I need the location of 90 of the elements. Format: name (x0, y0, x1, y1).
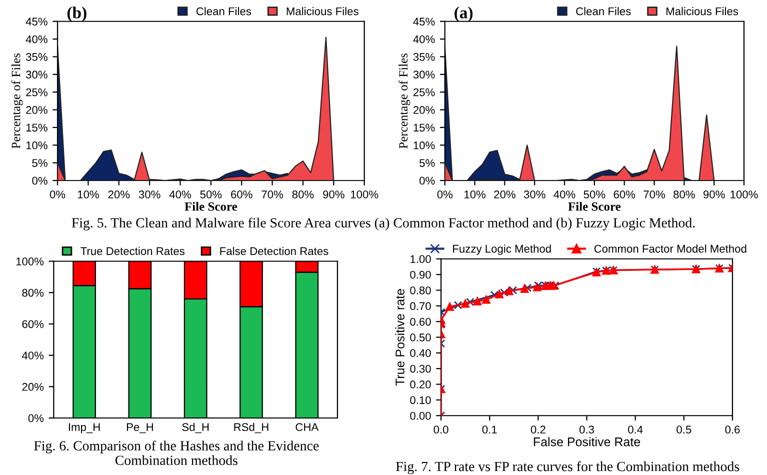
x-tick-label: 0% (50, 190, 66, 198)
legend-label: Clean Files (576, 7, 631, 16)
y-tick-label: 60% (22, 320, 44, 328)
y-axis-title: Percentage of Files (11, 53, 23, 148)
y-tick-label: 35% (26, 53, 48, 61)
y-axis-title: True Positive rate (395, 289, 404, 386)
y-tick-label: 0% (32, 176, 48, 185)
x-tick-label: 20% (494, 190, 516, 198)
x-tick-label: 100% (350, 190, 378, 198)
y-tick-label: 100% (16, 258, 44, 266)
x-tick-label: 0.0 (434, 426, 448, 434)
legend-label: Malicious Files (666, 7, 738, 16)
chart-title: (b) (67, 6, 86, 22)
y-tick-label: 5% (420, 159, 435, 167)
x-tick-label: 10% (464, 190, 486, 198)
y-tick-label: 15% (26, 124, 48, 132)
x-tick-label: 10% (78, 190, 99, 198)
legend-label: True Detection Rates (80, 246, 184, 256)
x-tick-label: 0.4 (628, 426, 643, 434)
caption: Fig. 5. The Clean and Malware file Score Area curves (a) Common Factor method and (b) Fuzzy Logic Method. (72, 218, 695, 230)
x-axis-title: File Score (184, 202, 238, 211)
x-tick-label: 0.2 (530, 426, 546, 434)
legend-label: Common Factor Model Method (594, 244, 746, 253)
y-tick-label: 20% (413, 106, 435, 114)
y-axis-title: Percentage of Files (398, 53, 410, 148)
x-tick-label: Sd_H (182, 422, 209, 434)
x-tick-label: 80% (292, 190, 314, 198)
x-tick-label: 50% (584, 190, 606, 198)
legend-label: Clean Files (196, 7, 252, 16)
x-tick-label: 60% (614, 190, 636, 198)
x-tick-label: 100% (730, 190, 758, 198)
chart-title: (a) (454, 6, 473, 22)
y-tick-label: 35% (413, 53, 435, 61)
x-tick-label: 80% (674, 190, 695, 198)
y-tick-label: 45% (413, 18, 435, 26)
x-tick-label: 70% (644, 190, 665, 198)
y-tick-label: 0.90 (410, 270, 431, 279)
y-tick-label: 0.70 (410, 302, 431, 310)
x-axis-title: File Score (568, 202, 621, 211)
x-tick-label: 0.1 (482, 426, 497, 434)
x-tick-label: 40% (169, 190, 191, 198)
y-tick-label: 10% (26, 141, 48, 150)
x-tick-label: 30% (138, 190, 160, 198)
y-tick-label: 10% (414, 141, 435, 150)
x-tick-label: 40% (554, 190, 576, 198)
y-tick-label: 1.00 (410, 255, 431, 264)
x-tick-label: 0.6 (725, 426, 740, 434)
x-tick-label: 20% (108, 190, 130, 198)
y-tick-label: 0.80 (410, 286, 431, 294)
y-tick-label: 30% (26, 70, 48, 79)
y-tick-label: 0.00 (410, 412, 431, 420)
x-tick-label: 90% (323, 190, 344, 198)
legend-label: Malicious Files (286, 7, 358, 16)
x-tick-label: 0% (437, 190, 452, 198)
x-tick-label: 30% (524, 190, 546, 198)
x-tick-label: RSd_H (234, 422, 268, 434)
y-tick-label: 25% (413, 88, 435, 96)
y-tick-label: 0.60 (410, 318, 431, 326)
y-tick-label: 0% (28, 414, 44, 422)
legend-label: Fuzzy Logic Method (453, 244, 551, 255)
y-tick-label: 0.20 (410, 380, 431, 388)
y-tick-label: 30% (413, 70, 435, 79)
x-axis-title: False Positive Rate (534, 437, 640, 446)
x-tick-label: 70% (262, 190, 284, 198)
x-tick-label: 90% (703, 190, 725, 198)
y-tick-label: 5% (32, 159, 48, 167)
x-tick-label: 0.5 (676, 426, 692, 434)
y-tick-label: 0.30 (410, 364, 431, 373)
y-tick-label: 40% (22, 352, 44, 360)
x-tick-label: Imp_H (68, 423, 100, 434)
x-tick-label: 60% (231, 190, 252, 198)
y-tick-label: 25% (26, 88, 48, 96)
y-tick-label: 0.40 (410, 349, 431, 358)
y-tick-label: 20% (26, 106, 48, 114)
y-tick-label: 15% (414, 124, 435, 132)
caption: Fig. 6. Comparison of the Hashes and the Evidence Combination methods (34, 440, 319, 466)
caption: Fig. 7. TP rate vs FP rate curves for the Combination methods (396, 461, 740, 474)
x-tick-label: 50% (200, 190, 222, 198)
y-tick-label: 0.10 (410, 396, 431, 404)
y-tick-label: 40% (26, 35, 48, 44)
x-tick-label: Pe_H (126, 423, 153, 434)
legend-label: False Detection Rates (220, 246, 328, 256)
y-tick-label: 20% (22, 382, 44, 391)
y-tick-label: 0.50 (410, 334, 431, 342)
y-tick-label: 0% (420, 176, 435, 185)
y-tick-label: 80% (22, 288, 44, 297)
y-tick-label: 45% (26, 18, 48, 26)
x-tick-label: CHA (296, 423, 319, 432)
x-tick-label: 0.3 (579, 426, 594, 434)
y-tick-label: 40% (413, 35, 435, 44)
